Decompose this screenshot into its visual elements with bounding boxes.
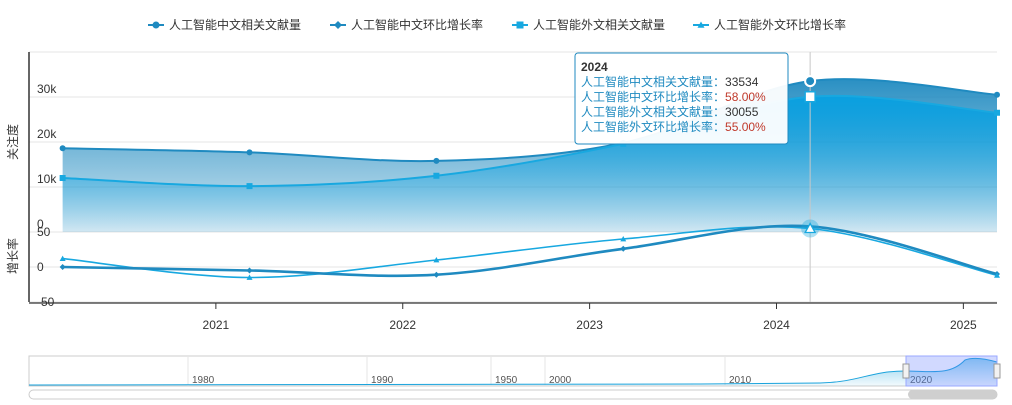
tooltip-box [574, 52, 789, 145]
point-cn-volume [246, 149, 253, 156]
point-cn-volume [59, 145, 66, 152]
y-tick-label-top: 10k [37, 172, 57, 186]
point-cn-rate [433, 271, 440, 278]
tooltip-row-value: 30055 [725, 105, 759, 119]
navigator-right-handle[interactable] [993, 363, 1001, 379]
point-foreign-volume [433, 172, 440, 179]
point-cn-rate [620, 245, 627, 252]
x-tick-label: 2024 [763, 318, 790, 332]
highlight-point-cn-volume [804, 75, 817, 88]
square-marker [516, 21, 524, 29]
point-cn-volume [433, 157, 440, 164]
navigator[interactable]: 198019901950200020102020 [28, 355, 1001, 400]
point-foreign-rate [620, 236, 627, 242]
hover-marker [801, 52, 820, 302]
navigator-series [28, 357, 998, 386]
legend-label: 人工智能中文相关文献量 [169, 17, 301, 32]
point-cn-rate [59, 264, 66, 270]
bottom-y-axis-title: 增长率 [5, 238, 20, 274]
navigator-tick-label: 1990 [371, 375, 394, 386]
scrollbar-track[interactable] [28, 389, 998, 400]
tooltip-row: 人工智能外文相关文献量：30055 [581, 104, 759, 119]
legend-label: 人工智能外文相关文献量 [533, 17, 665, 32]
y-tick-label-top: 0 [37, 217, 44, 231]
highlight-point-foreign-volume [804, 91, 816, 103]
legend-item-2[interactable]: 人工智能中文环比增长率 [330, 17, 483, 32]
x-tick-label: 2025 [950, 318, 977, 332]
y-tick-label-bottom: 50 [37, 225, 51, 239]
top-y-axis-title: 关注度 [5, 124, 20, 160]
series-line-foreign-volume [62, 94, 998, 188]
x-tick-label: 2021 [203, 318, 230, 332]
series-line-foreign-rate [62, 225, 998, 279]
tooltip-row-label: 人工智能中文环比增长率： [581, 89, 725, 104]
y-tick-label-top: 20k [37, 127, 57, 141]
navigator-area [29, 358, 997, 386]
navigator-selection[interactable] [905, 355, 998, 387]
series-line-cn-rate [62, 224, 998, 278]
point-foreign-rate [994, 272, 1000, 278]
tooltip-row: 人工智能中文环比增长率：58.00% [581, 89, 766, 104]
legend: 人工智能中文相关文献量 人工智能中文环比增长率 人工智能外文相关文献量 人工智能外文环… [148, 17, 846, 32]
bottom-pane-lines [59, 224, 1000, 280]
navigator-tick-label: 1950 [495, 375, 518, 386]
navigator-tick-label: 2000 [549, 375, 572, 386]
legend-label: 人工智能外文环比增长率 [714, 17, 846, 32]
navigator-tick-label: 2010 [729, 375, 752, 386]
scrollbar-thumb[interactable] [908, 390, 997, 399]
legend-label: 人工智能中文环比增长率 [351, 17, 483, 32]
point-foreign-volume [246, 183, 253, 190]
x-tick-label: 2022 [389, 318, 416, 332]
navigator-tick-label: 1980 [192, 375, 215, 386]
point-foreign-volume [59, 175, 66, 181]
tooltip-row: 人工智能外文环比增长率：55.00% [581, 119, 766, 134]
tooltip-row-label: 人工智能外文环比增长率： [581, 119, 725, 134]
diamond-marker [334, 21, 342, 29]
series-line-cn-volume [62, 78, 998, 163]
navigator-left-handle[interactable] [902, 363, 910, 379]
highlight-point-foreign-rate [804, 222, 817, 234]
point-cn-rate [246, 267, 253, 274]
navigator-frame [28, 355, 998, 387]
tooltip-row-value: 58.00% [725, 90, 766, 104]
y-tick-label-bottom: -50 [37, 295, 55, 309]
point-foreign-rate [433, 257, 440, 263]
legend-item-1[interactable]: 人工智能中文相关文献量 [148, 17, 301, 32]
tooltip-title: 2024 [581, 60, 608, 74]
tooltip-row-label: 人工智能中文相关文献量： [581, 74, 725, 89]
tooltip-row-value: 55.00% [725, 120, 766, 134]
tooltip-row-label: 人工智能外文相关文献量： [581, 104, 725, 119]
tooltip: 2024 人工智能中文相关文献量：33534人工智能中文环比增长率：58.00%… [574, 52, 789, 145]
point-foreign-volume [994, 109, 1000, 116]
point-foreign-rate [59, 255, 66, 261]
triangle-marker [697, 21, 705, 28]
legend-item-4[interactable]: 人工智能外文环比增长率 [693, 17, 846, 32]
point-cn-volume [994, 91, 1000, 98]
tooltip-row-value: 33534 [725, 75, 759, 89]
y-tick-label-top: 30k [37, 82, 57, 96]
y-tick-label-bottom: 0 [37, 260, 44, 274]
tooltip-row: 人工智能中文相关文献量：33534 [581, 74, 759, 89]
legend-item-3[interactable]: 人工智能外文相关文献量 [512, 17, 665, 32]
x-tick-label: 2023 [576, 318, 603, 332]
circle-marker [152, 21, 160, 29]
point-foreign-rate [246, 274, 253, 280]
